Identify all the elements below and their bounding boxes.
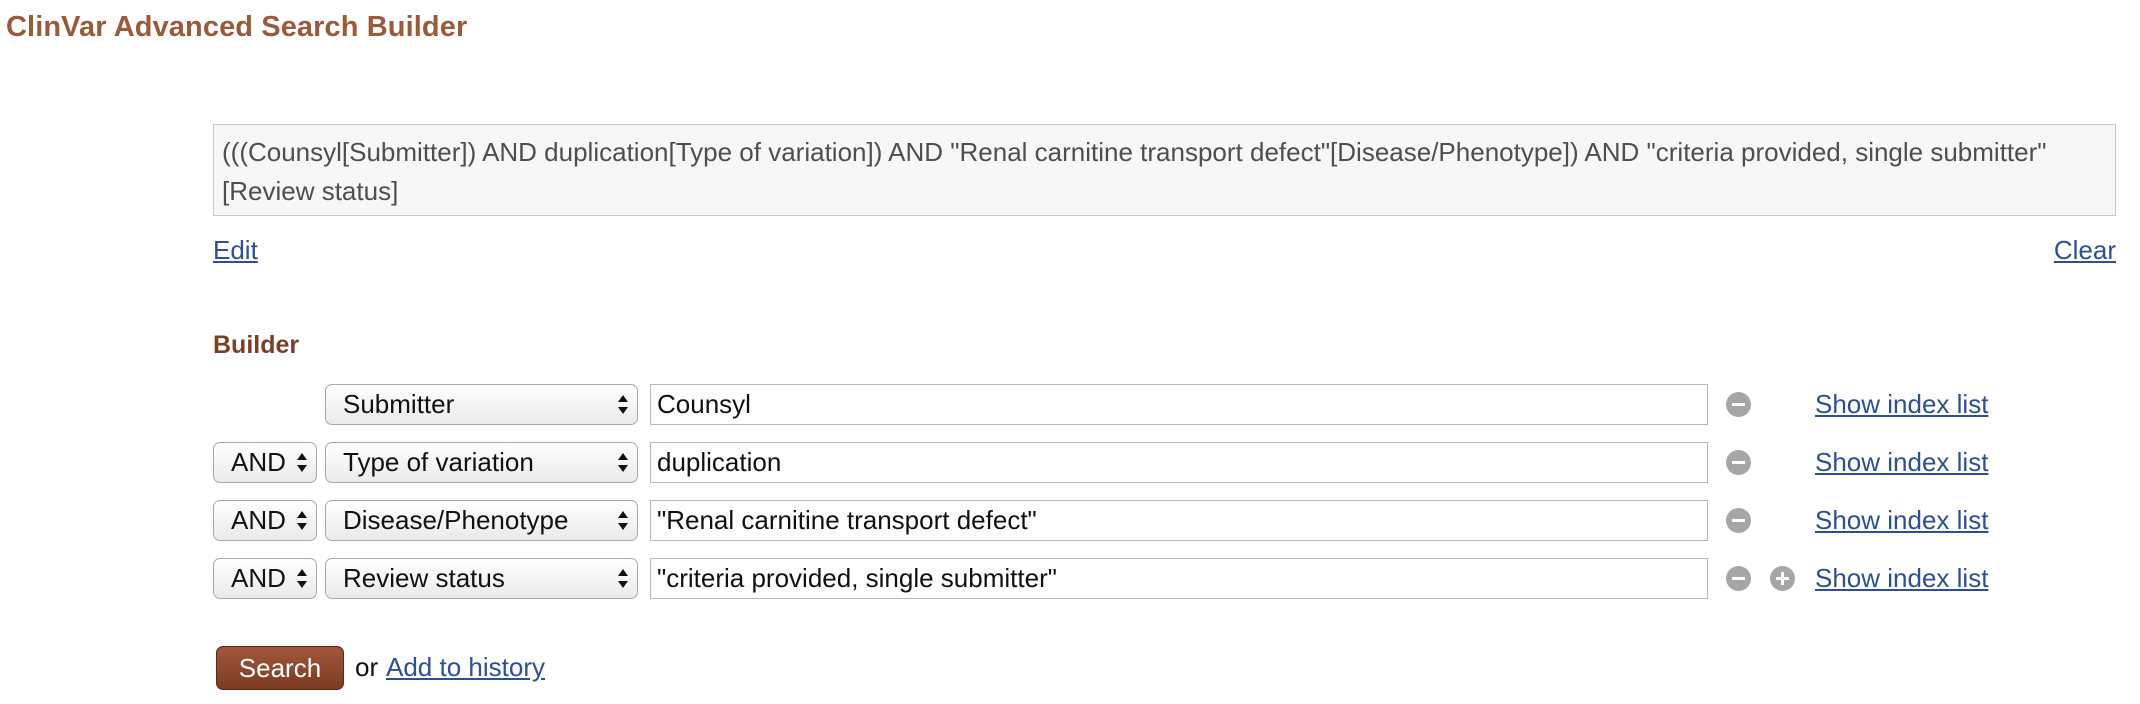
minus-circle-icon[interactable] (1726, 450, 1751, 475)
field-select-3-value: Disease/Phenotype (343, 505, 569, 535)
field-select-1-value: Submitter (343, 389, 455, 419)
up-down-arrows-icon (618, 567, 628, 591)
page-title: ClinVar Advanced Search Builder (6, 11, 468, 43)
operator-select-3-value: AND (231, 505, 286, 535)
builder-row-2: AND Type of variation Show index list (0, 442, 2140, 484)
operator-select-4-value: AND (231, 563, 286, 593)
clear-link[interactable]: Clear (2053, 235, 2116, 265)
field-select-2[interactable]: Type of variation (325, 442, 638, 483)
up-down-arrows-icon (618, 393, 628, 417)
minus-circle-icon[interactable] (1726, 392, 1751, 417)
minus-circle-icon[interactable] (1726, 566, 1751, 591)
edit-link[interactable]: Edit (213, 235, 258, 265)
operator-select-4[interactable]: AND (213, 558, 317, 599)
show-index-list-link-2[interactable]: Show index list (1815, 447, 1989, 477)
operator-select-2-value: AND (231, 447, 286, 477)
query-preview: (((Counsyl[Submitter]) AND duplication[T… (213, 124, 2116, 216)
up-down-arrows-icon (297, 509, 307, 533)
field-select-3[interactable]: Disease/Phenotype (325, 500, 638, 541)
field-select-4[interactable]: Review status (325, 558, 638, 599)
builder-row-1: Submitter Show index list (0, 384, 2140, 426)
term-input-4[interactable] (650, 558, 1708, 599)
add-to-history-link[interactable]: Add to history (386, 652, 545, 682)
term-input-2[interactable] (650, 442, 1708, 483)
or-text: or (355, 652, 379, 682)
operator-select-3[interactable]: AND (213, 500, 317, 541)
term-input-1[interactable] (650, 384, 1708, 425)
search-button[interactable]: Search (216, 646, 344, 690)
up-down-arrows-icon (618, 509, 628, 533)
builder-heading: Builder (213, 331, 300, 359)
operator-select-2[interactable]: AND (213, 442, 317, 483)
show-index-list-link-4[interactable]: Show index list (1815, 563, 1989, 593)
plus-circle-icon[interactable] (1770, 566, 1795, 591)
field-select-4-value: Review status (343, 563, 505, 593)
builder-row-4: AND Review status Show index list (0, 558, 2140, 600)
field-select-2-value: Type of variation (343, 447, 534, 477)
term-input-3[interactable] (650, 500, 1708, 541)
up-down-arrows-icon (297, 567, 307, 591)
minus-circle-icon[interactable] (1726, 508, 1751, 533)
field-select-1[interactable]: Submitter (325, 384, 638, 425)
show-index-list-link-1[interactable]: Show index list (1815, 389, 1989, 419)
up-down-arrows-icon (297, 451, 307, 475)
up-down-arrows-icon (618, 451, 628, 475)
show-index-list-link-3[interactable]: Show index list (1815, 505, 1989, 535)
builder-row-3: AND Disease/Phenotype Show index list (0, 500, 2140, 542)
